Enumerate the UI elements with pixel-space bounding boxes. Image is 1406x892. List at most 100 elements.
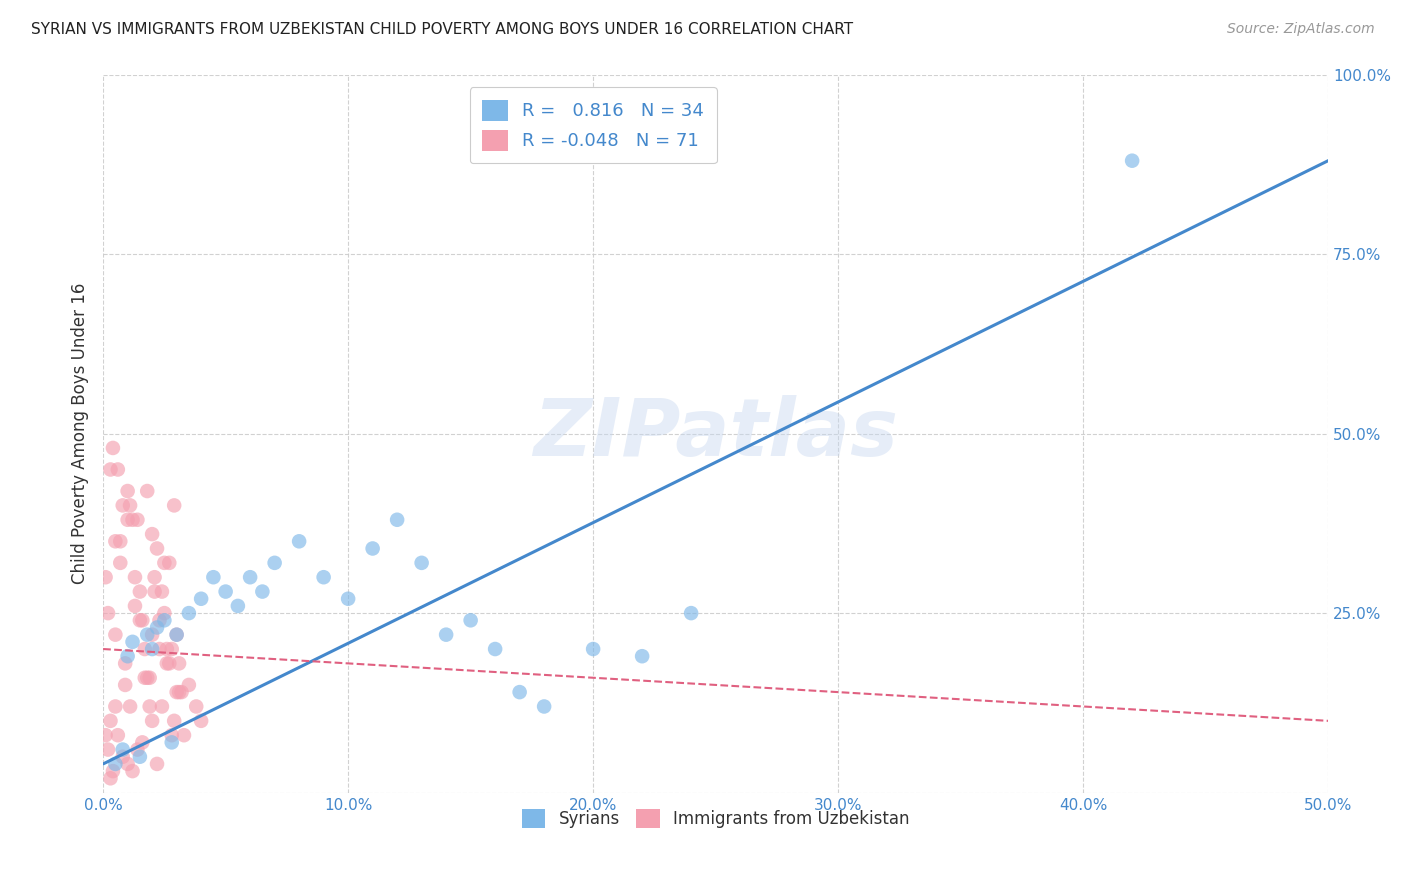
Point <box>121 764 143 778</box>
Point <box>128 584 150 599</box>
Point <box>337 591 360 606</box>
Point <box>138 699 160 714</box>
Point <box>312 570 335 584</box>
Point <box>120 699 142 714</box>
Point <box>177 678 200 692</box>
Point <box>434 628 457 642</box>
Point <box>141 527 163 541</box>
Point <box>153 556 176 570</box>
Point <box>114 678 136 692</box>
Point <box>146 756 169 771</box>
Point <box>107 462 129 476</box>
Point <box>160 735 183 749</box>
Point <box>163 499 186 513</box>
Point <box>177 606 200 620</box>
Point <box>141 714 163 728</box>
Point <box>124 570 146 584</box>
Point <box>681 606 703 620</box>
Point <box>143 570 166 584</box>
Point <box>114 657 136 671</box>
Point <box>104 534 127 549</box>
Point <box>252 584 274 599</box>
Point <box>104 756 127 771</box>
Point <box>157 556 180 570</box>
Point <box>124 599 146 613</box>
Point <box>239 570 262 584</box>
Text: SYRIAN VS IMMIGRANTS FROM UZBEKISTAN CHILD POVERTY AMONG BOYS UNDER 16 CORRELATI: SYRIAN VS IMMIGRANTS FROM UZBEKISTAN CHI… <box>31 22 853 37</box>
Point <box>202 570 225 584</box>
Point <box>127 742 149 756</box>
Point <box>136 483 159 498</box>
Point <box>110 534 132 549</box>
Point <box>156 642 179 657</box>
Point <box>121 635 143 649</box>
Point <box>157 657 180 671</box>
Point <box>100 772 122 786</box>
Point <box>186 699 208 714</box>
Point <box>117 756 139 771</box>
Point <box>190 714 212 728</box>
Point <box>148 642 170 657</box>
Point <box>138 671 160 685</box>
Point <box>163 714 186 728</box>
Point <box>97 606 120 620</box>
Point <box>100 714 122 728</box>
Point <box>100 462 122 476</box>
Point <box>128 749 150 764</box>
Point <box>484 642 506 657</box>
Point <box>131 735 153 749</box>
Point <box>1121 153 1143 168</box>
Point <box>127 513 149 527</box>
Text: ZIPatlas: ZIPatlas <box>533 394 898 473</box>
Point <box>582 642 605 657</box>
Point <box>288 534 311 549</box>
Point <box>146 541 169 556</box>
Point <box>214 584 236 599</box>
Point <box>101 441 124 455</box>
Point <box>136 671 159 685</box>
Point <box>97 742 120 756</box>
Point <box>167 657 190 671</box>
Point <box>170 685 193 699</box>
Point <box>104 628 127 642</box>
Point <box>134 642 156 657</box>
Point <box>167 685 190 699</box>
Point <box>263 556 285 570</box>
Point <box>104 699 127 714</box>
Point <box>148 613 170 627</box>
Point <box>110 556 132 570</box>
Text: Source: ZipAtlas.com: Source: ZipAtlas.com <box>1227 22 1375 37</box>
Point <box>143 584 166 599</box>
Point <box>533 699 555 714</box>
Point <box>153 613 176 627</box>
Point <box>136 628 159 642</box>
Y-axis label: Child Poverty Among Boys Under 16: Child Poverty Among Boys Under 16 <box>72 283 89 584</box>
Point <box>101 764 124 778</box>
Point <box>173 728 195 742</box>
Point <box>160 642 183 657</box>
Point <box>111 742 134 756</box>
Point <box>146 620 169 634</box>
Legend: Syrians, Immigrants from Uzbekistan: Syrians, Immigrants from Uzbekistan <box>515 802 917 835</box>
Point <box>509 685 531 699</box>
Point <box>107 728 129 742</box>
Point <box>150 699 173 714</box>
Point <box>190 591 212 606</box>
Point <box>94 728 117 742</box>
Point <box>160 728 183 742</box>
Point <box>153 606 176 620</box>
Point <box>411 556 433 570</box>
Point <box>150 584 173 599</box>
Point <box>111 749 134 764</box>
Point <box>156 657 179 671</box>
Point <box>117 483 139 498</box>
Point <box>166 685 188 699</box>
Point <box>226 599 249 613</box>
Point <box>631 649 654 664</box>
Point <box>460 613 482 627</box>
Point <box>385 513 408 527</box>
Point <box>141 642 163 657</box>
Point <box>141 628 163 642</box>
Point <box>120 499 142 513</box>
Point <box>166 628 188 642</box>
